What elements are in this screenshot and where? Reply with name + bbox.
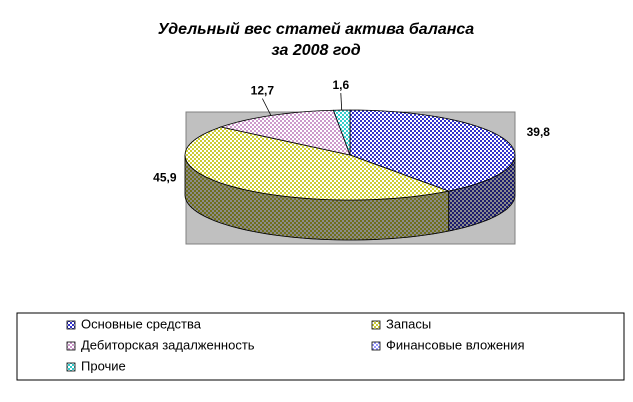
legend-swatch [371,320,381,330]
chart-subtitle: за 2008 год [271,42,360,59]
legend-swatch [66,362,76,372]
legend-label: Дебиторская задалженность [81,337,255,352]
data-label: 1,6 [332,78,349,92]
data-label: 45,9 [153,170,177,184]
legend-swatch [66,320,76,330]
pie-slice [349,109,516,192]
legend-label: Финансовые вложения [386,337,525,352]
legend-label: Запасы [386,316,431,331]
legend-swatch [371,341,381,351]
legend-label: Основные средства [81,316,202,331]
legend-swatch [66,341,76,351]
leader-line [340,93,343,111]
leader-line [261,98,272,116]
data-label: 39,8 [527,125,551,139]
data-label: 12,7 [251,84,275,98]
chart-title: Удельный вес статей актива баланса [158,21,475,38]
legend-label: Прочие [81,358,126,373]
pie-slice [332,109,351,156]
legend [16,312,625,381]
pie-slice [184,126,451,201]
